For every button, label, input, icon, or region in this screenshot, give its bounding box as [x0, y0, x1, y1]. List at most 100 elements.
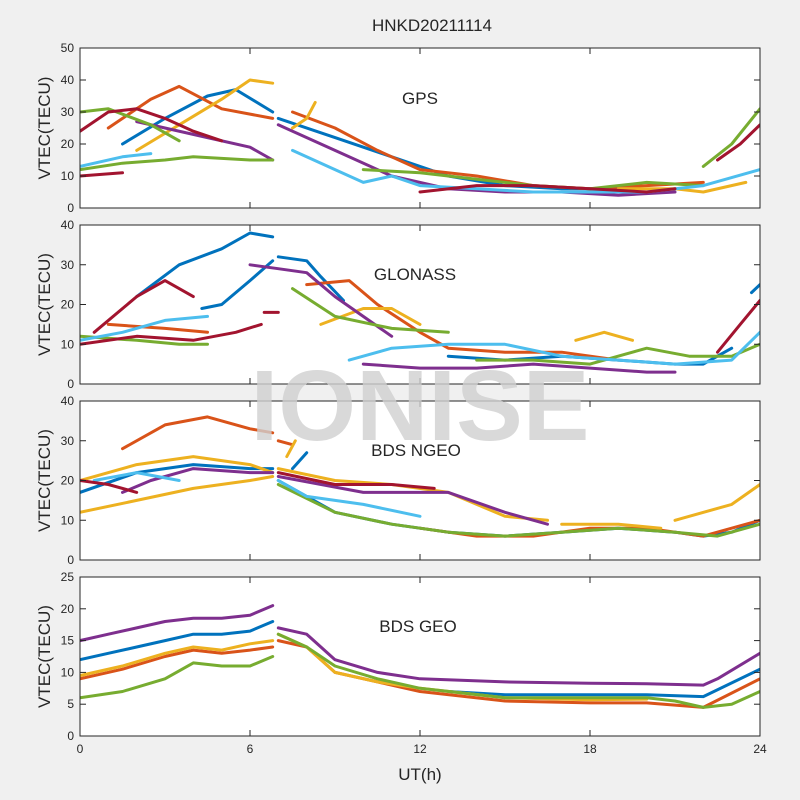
series-group	[80, 415, 760, 538]
series-line-16	[276, 479, 422, 518]
y-tick-label: 20	[61, 602, 75, 616]
series-group	[80, 604, 760, 709]
y-tick-label: 10	[61, 665, 75, 679]
series-line-2	[276, 255, 345, 302]
y-tick-label: 20	[61, 137, 75, 151]
plot-area	[80, 225, 760, 384]
y-tick-label: 5	[67, 697, 74, 711]
x-tick-label: 0	[77, 742, 84, 756]
y-tick-label: 30	[61, 105, 75, 119]
series-line-18	[716, 123, 760, 162]
x-tick-label: 18	[583, 742, 597, 756]
y-tick-label: 10	[61, 169, 75, 183]
series-group	[80, 231, 760, 374]
series-line-1	[200, 259, 275, 310]
panel-label: GLONASS	[374, 265, 456, 284]
x-tick-label: 12	[413, 742, 427, 756]
series-line-13	[276, 475, 549, 526]
series-line-1	[276, 626, 760, 687]
y-tick-label: 10	[61, 513, 75, 527]
series-group	[80, 78, 760, 197]
series-line-14	[276, 483, 760, 538]
series-line-15	[92, 471, 181, 482]
series-line-3	[291, 110, 705, 191]
series-line-11	[80, 334, 209, 346]
series-line-8	[80, 655, 275, 700]
series-line-8	[276, 123, 677, 197]
panel-label: GPS	[402, 89, 438, 108]
y-tick-label: 30	[61, 434, 75, 448]
series-line-10	[361, 362, 677, 374]
series-line-3	[121, 415, 275, 451]
y-tick-label: 50	[61, 41, 75, 55]
series-line-13	[475, 342, 760, 366]
panel-label: BDS NGEO	[371, 441, 461, 460]
x-tick-label: 24	[753, 742, 767, 756]
series-line-15	[80, 107, 224, 143]
y-tick-label: 25	[61, 570, 75, 584]
x-axis-label: UT(h)	[398, 765, 441, 784]
series-line-9	[276, 632, 760, 709]
y-tick-label: 0	[67, 201, 74, 215]
series-line-9	[560, 522, 663, 530]
series-line-0	[135, 231, 275, 299]
series-line-11	[285, 439, 297, 459]
plot-area	[80, 577, 760, 736]
y-tick-label: 10	[61, 337, 75, 351]
series-line-6	[616, 180, 748, 194]
series-line-10	[80, 155, 275, 172]
series-line-2	[291, 451, 309, 471]
y-axis-label: VTEC(TECU)	[35, 77, 54, 180]
y-tick-label: 40	[61, 73, 75, 87]
series-line-7	[80, 475, 275, 514]
series-line-9	[80, 107, 181, 143]
y-axis-label: VTEC(TECU)	[35, 605, 54, 708]
series-line-6	[305, 279, 620, 362]
series-line-8	[574, 330, 634, 342]
series-line-15	[347, 330, 760, 366]
series-line-17	[80, 479, 139, 494]
series-line-9	[248, 263, 394, 338]
series-line-2	[80, 620, 275, 662]
series-line-0	[121, 88, 275, 146]
series-line-5	[106, 322, 209, 334]
panel-3: 0 5 10 15 20 25 0 6 12 18 24 VTEC(TECU) BDS GEO	[35, 570, 767, 756]
series-line-12	[291, 287, 450, 334]
series-line-6	[80, 455, 275, 482]
panel-0: 0 10 20 30 40 50 VTEC(TECU) GPS	[35, 41, 761, 215]
y-tick-label: 20	[61, 474, 75, 488]
series-line-4	[750, 283, 760, 295]
series-line-17	[80, 322, 263, 346]
series-line-13	[80, 152, 153, 168]
panel-label: BDS GEO	[379, 617, 456, 636]
series-line-12	[701, 107, 760, 168]
y-tick-label: 20	[61, 298, 75, 312]
series-line-19	[716, 299, 760, 354]
panel-2: 0 10 20 30 40 VTEC(TECU) BDS NGEO	[35, 394, 761, 567]
series-line-17	[418, 184, 677, 194]
y-axis-label: VTEC(TECU)	[35, 253, 54, 356]
y-tick-label: 0	[67, 729, 74, 743]
series-line-4	[276, 439, 294, 447]
series-line-16	[80, 171, 124, 178]
series-line-16	[92, 279, 195, 334]
y-axis-label: VTEC(TECU)	[35, 429, 54, 532]
y-tick-label: 15	[61, 634, 75, 648]
y-tick-label: 40	[61, 218, 75, 232]
y-tick-label: 30	[61, 258, 75, 272]
y-tick-label: 40	[61, 394, 75, 408]
series-line-0	[80, 604, 275, 643]
series-line-10	[673, 483, 760, 522]
x-tick-label: 6	[247, 742, 254, 756]
series-line-12	[121, 467, 275, 494]
chart-title: HNKD20211114	[372, 16, 492, 35]
series-line-14	[80, 314, 209, 342]
y-tick-label: 0	[67, 553, 74, 567]
series-line-5	[291, 100, 317, 130]
watermark: IONISE	[251, 350, 590, 462]
series-line-6	[80, 639, 275, 678]
series-line-3	[446, 667, 760, 699]
series-line-18	[276, 471, 436, 490]
plot-area	[80, 401, 760, 560]
